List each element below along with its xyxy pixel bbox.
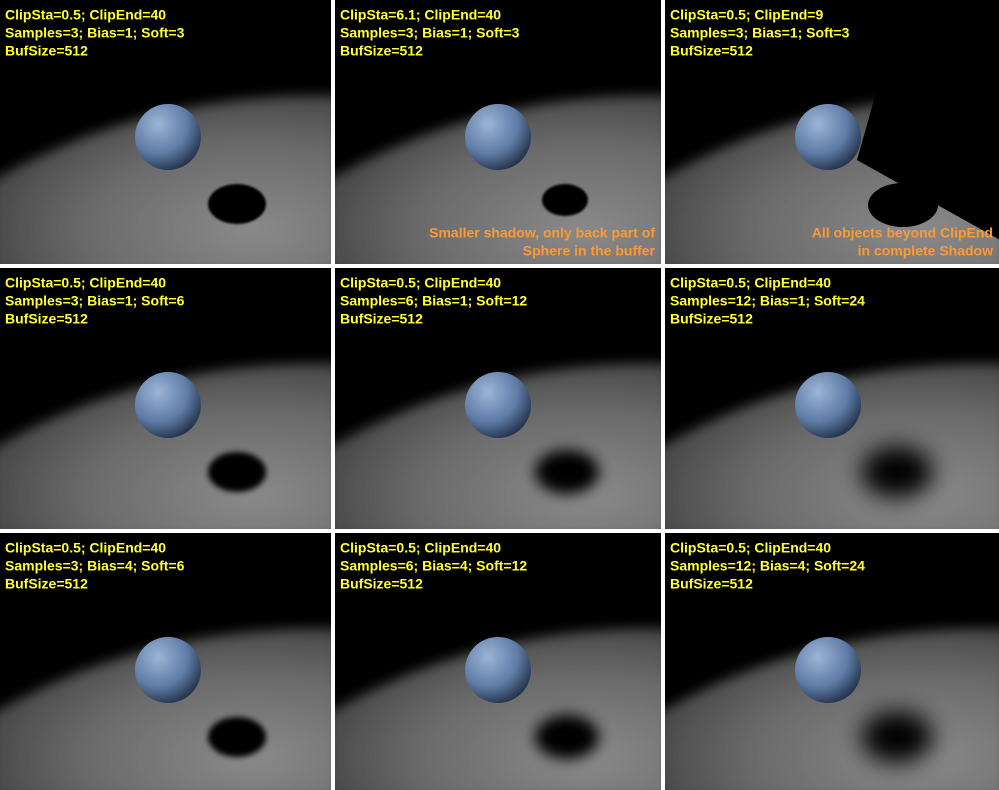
note-label: Smaller shadow, only back part of — [429, 225, 655, 241]
settings-label: ClipSta=0.5; ClipEnd=9 — [670, 7, 823, 23]
clip-end-shadow — [857, 0, 999, 240]
settings-label: BufSize=512 — [5, 43, 88, 59]
shadow — [542, 184, 588, 216]
settings-label: Samples=6; Bias=1; Soft=12 — [340, 293, 527, 309]
sphere — [135, 637, 201, 703]
settings-label: Samples=12; Bias=1; Soft=24 — [670, 293, 865, 309]
note-label: All objects beyond ClipEnd — [812, 225, 993, 241]
sphere — [135, 372, 201, 438]
render-panel: ClipSta=0.5; ClipEnd=40 Samples=12; Bias=… — [665, 533, 999, 790]
note-label: in complete Shadow — [858, 243, 993, 259]
note-label: Sphere in the buffer — [523, 243, 656, 259]
sphere — [795, 637, 861, 703]
settings-label: ClipSta=0.5; ClipEnd=40 — [670, 540, 831, 556]
settings-label: Samples=3; Bias=4; Soft=6 — [5, 558, 185, 574]
panel-content — [0, 268, 331, 529]
settings-label: ClipSta=6.1; ClipEnd=40 — [340, 7, 501, 23]
panel-content — [665, 533, 999, 790]
shadow — [861, 446, 933, 498]
settings-label: BufSize=512 — [340, 576, 423, 592]
sphere — [795, 104, 861, 170]
shadow — [535, 715, 599, 759]
sphere — [465, 637, 531, 703]
panel-content — [0, 0, 331, 264]
shadow — [535, 450, 599, 494]
settings-label: Samples=3; Bias=1; Soft=3 — [670, 25, 850, 41]
panel-content — [335, 268, 661, 529]
render-panel: ClipSta=0.5; ClipEnd=40 Samples=12; Bias=… — [665, 268, 999, 529]
panel-content — [665, 0, 999, 264]
settings-label: ClipSta=0.5; ClipEnd=40 — [340, 540, 501, 556]
sphere — [465, 104, 531, 170]
settings-label: ClipSta=0.5; ClipEnd=40 — [5, 7, 166, 23]
panel-content — [0, 533, 331, 790]
settings-label: BufSize=512 — [340, 311, 423, 327]
render-panel: ClipSta=6.1; ClipEnd=40 Samples=3; Bias=1… — [335, 0, 661, 264]
shadow — [861, 711, 933, 763]
render-panel: ClipSta=0.5; ClipEnd=40 Samples=6; Bias=1… — [335, 268, 661, 529]
sphere — [795, 372, 861, 438]
shadow — [868, 183, 938, 227]
settings-label: BufSize=512 — [670, 43, 753, 59]
render-panel: ClipSta=0.5; ClipEnd=40 Samples=3; Bias=1… — [0, 268, 331, 529]
sphere — [465, 372, 531, 438]
settings-label: Samples=3; Bias=1; Soft=3 — [5, 25, 185, 41]
settings-label: BufSize=512 — [340, 43, 423, 59]
settings-label: BufSize=512 — [670, 576, 753, 592]
settings-label: BufSize=512 — [5, 311, 88, 327]
render-panel: ClipSta=0.5; ClipEnd=40 Samples=3; Bias=1… — [0, 0, 331, 264]
settings-label: BufSize=512 — [670, 311, 753, 327]
settings-label: ClipSta=0.5; ClipEnd=40 — [5, 540, 166, 556]
settings-label: ClipSta=0.5; ClipEnd=40 — [5, 275, 166, 291]
panel-content — [335, 533, 661, 790]
settings-label: Samples=6; Bias=4; Soft=12 — [340, 558, 527, 574]
panel-content — [335, 0, 661, 264]
settings-label: BufSize=512 — [5, 576, 88, 592]
settings-label: ClipSta=0.5; ClipEnd=40 — [340, 275, 501, 291]
render-panel: ClipSta=0.5; ClipEnd=40 Samples=6; Bias=4… — [335, 533, 661, 790]
shadow — [208, 184, 266, 224]
settings-label: ClipSta=0.5; ClipEnd=40 — [670, 275, 831, 291]
shadow — [208, 717, 266, 757]
render-panel: ClipSta=0.5; ClipEnd=40 Samples=3; Bias=4… — [0, 533, 331, 790]
ground-plane — [335, 95, 661, 264]
settings-label: Samples=3; Bias=1; Soft=3 — [340, 25, 520, 41]
panel-content — [665, 268, 999, 529]
sphere — [135, 104, 201, 170]
render-panel: ClipSta=0.5; ClipEnd=9 Samples=3; Bias=1;… — [665, 0, 999, 264]
settings-label: Samples=12; Bias=4; Soft=24 — [670, 558, 865, 574]
settings-label: Samples=3; Bias=1; Soft=6 — [5, 293, 185, 309]
shadow — [208, 452, 266, 492]
